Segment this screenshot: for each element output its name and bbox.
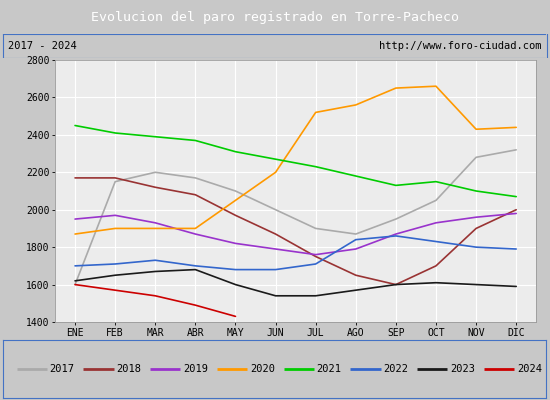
Text: 2019: 2019 <box>183 364 208 374</box>
Text: 2023: 2023 <box>450 364 475 374</box>
Text: 2021: 2021 <box>317 364 342 374</box>
Text: 2024: 2024 <box>517 364 542 374</box>
Text: Evolucion del paro registrado en Torre-Pacheco: Evolucion del paro registrado en Torre-P… <box>91 10 459 24</box>
Text: 2017: 2017 <box>50 364 74 374</box>
Text: 2018: 2018 <box>116 364 141 374</box>
Text: http://www.foro-ciudad.com: http://www.foro-ciudad.com <box>379 41 542 51</box>
Text: 2022: 2022 <box>383 364 409 374</box>
Text: 2020: 2020 <box>250 364 275 374</box>
Text: 2017 - 2024: 2017 - 2024 <box>8 41 77 51</box>
